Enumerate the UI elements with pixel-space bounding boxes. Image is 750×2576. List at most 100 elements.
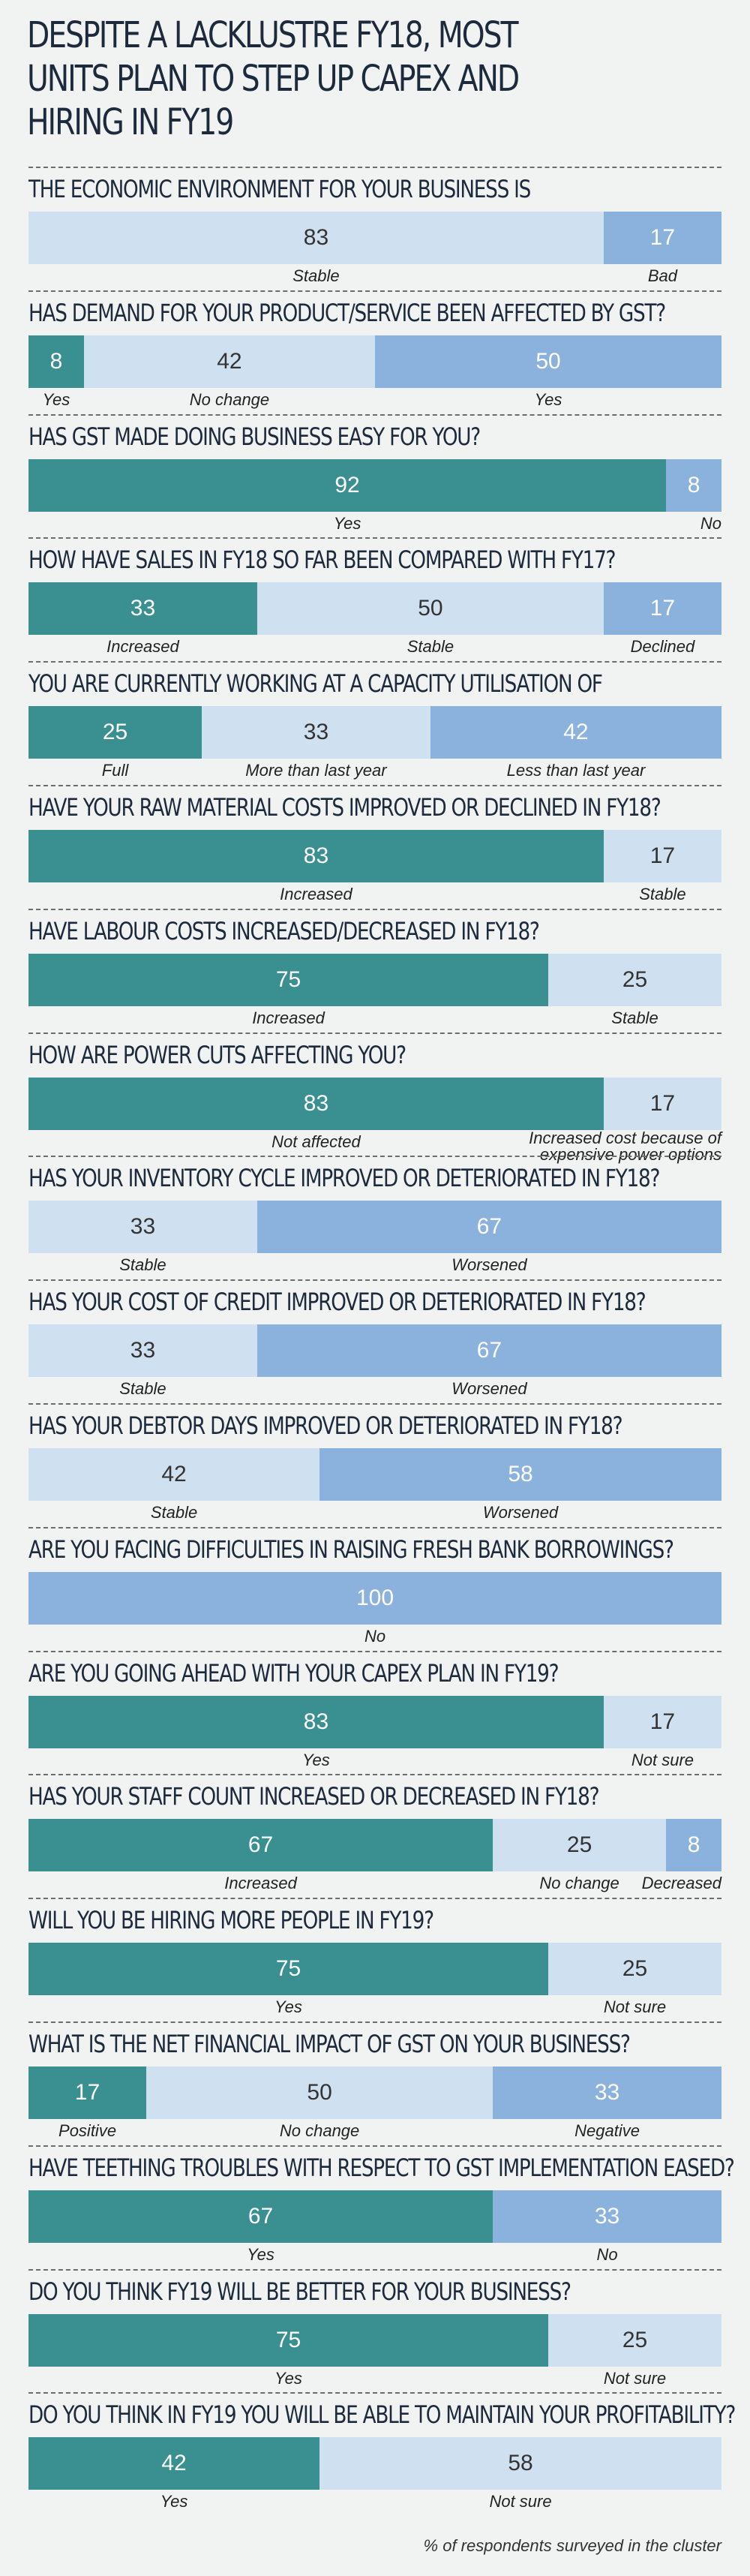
bar-segment: 33 [202,706,430,759]
segment-label: Stable [406,637,454,657]
segment-label: Declined [630,637,695,657]
segment-label: Yes [534,389,562,409]
segment-label: No change [189,389,270,409]
stacked-bar: 83 17 [28,212,722,264]
segment-label: Not affected [272,1132,361,1151]
segment-label: Worsened [452,1255,527,1275]
question-block: HAVE LABOUR COSTS INCREASED/DECREASED IN… [28,908,722,1032]
segment-label: Decreased [641,1874,722,1893]
question-block: HAVE TEETHING TROUBLES WITH RESPECT TO G… [28,2145,735,2268]
stacked-bar: 42 58 [28,1448,722,1501]
stacked-bar: 75 25 [28,2313,722,2367]
question-text: THE ECONOMIC ENVIRONMENT FOR YOUR BUSINE… [28,175,531,203]
bar-segment: 17 [603,582,722,636]
stacked-bar: 83 17 [28,1077,722,1130]
bar-segment: 17 [603,1695,722,1748]
dashed-divider [28,1774,722,1776]
bar-segment: 100 [28,1571,722,1625]
question-text: ARE YOU GOING AHEAD WITH YOUR CAPEX PLAN… [28,1658,560,1688]
stacked-bar: 42 58 [28,2437,722,2490]
question-block: WHAT IS THE NET FINANCIAL IMPACT OF GST … [28,2021,722,2145]
bar-segment: 50 [375,335,722,388]
dashed-divider [28,1403,722,1405]
dashed-divider [28,413,722,416]
bar-segment: 67 [256,1201,722,1254]
question-block: THE ECONOMIC ENVIRONMENT FOR YOUR BUSINE… [28,167,722,290]
dashed-divider [28,2268,722,2271]
chart-title: DESPITE A LACKLUSTRE FY18, MOST UNITS PL… [27,14,520,143]
stacked-bar: 100 [28,1571,722,1625]
segment-label: Increased [280,885,352,903]
stacked-bar: 83 17 [28,1695,722,1748]
bar-segment: 42 [28,1448,320,1501]
bar-segment: 83 [28,212,604,264]
question-block: ARE YOU GOING AHEAD WITH YOUR CAPEX PLAN… [28,1650,722,1774]
segment-label: Not sure [603,1997,667,2017]
dashed-divider [28,2392,722,2394]
segment-label: Not sure [603,2368,667,2388]
dashed-divider [28,1898,722,1900]
bar-segment: 83 [28,1695,604,1748]
segment-label: No [700,513,722,533]
question-text: DO YOU THINK IN FY19 YOU WILL BE ABLE TO… [28,2400,736,2430]
bar-segment: 25 [548,953,722,1006]
bar-segment: 17 [603,212,722,264]
stacked-bar: 25 33 42 [28,706,722,759]
dashed-divider [28,1526,722,1528]
question-text: YOU ARE CURRENTLY WORKING AT A CAPACITY … [28,669,603,699]
bar-segment: 75 [28,2313,548,2367]
question-text: ARE YOU FACING DIFFICULTIES IN RAISING F… [28,1534,674,1564]
question-text: HAVE YOUR RAW MATERIAL COSTS IMPROVED OR… [28,793,662,822]
segment-label: Worsened [482,1503,559,1522]
segment-label: Not sure [489,2492,552,2511]
segment-label: Yes [42,389,70,409]
stacked-bar: 8 42 50 [28,335,722,388]
segment-label: Increased [252,1008,325,1027]
bar-segment: 42 [83,335,375,388]
segment-label: No change [279,2121,360,2140]
bar-segment: 75 [28,953,548,1006]
question-text: HOW ARE POWER CUTS AFFECTING YOU? [28,1040,406,1069]
dashed-divider [28,1279,722,1282]
bar-segment: 83 [28,1077,604,1130]
bar-segment: 33 [28,1324,257,1378]
question-text: HAS YOUR COST OF CREDIT IMPROVED OR DETE… [28,1288,646,1317]
segment-label: Stable [119,1379,166,1399]
segment-label: Increased [106,637,179,657]
segment-label: Stable [150,1503,198,1522]
bar-segment: 25 [493,1819,667,1872]
bar-segment: 25 [548,1943,722,1996]
question-block: YOU ARE CURRENTLY WORKING AT A CAPACITY … [28,661,722,784]
question-text: HAVE TEETHING TROUBLES WITH RESPECT TO G… [28,2153,735,2182]
stacked-bar: 83 17 [28,830,722,882]
segment-label: Yes [274,2368,302,2388]
bar-segment: 67 [28,1819,494,1872]
segment-label: Yes [160,2492,188,2511]
bar-segment: 58 [320,2437,722,2490]
segment-label: Yes [302,1750,330,1769]
dashed-divider [28,290,722,292]
bar-segment: 67 [28,2190,494,2243]
segment-label: Yes [333,513,362,533]
bar-segment: 17 [603,830,722,882]
stacked-bar: 67 33 [28,2190,722,2243]
dashed-divider [28,537,722,540]
bar-segment: 17 [603,1077,722,1130]
question-block: HOW HAVE SALES IN FY18 SO FAR BEEN COMPA… [28,537,722,660]
question-block: HAS YOUR DEBTOR DAYS IMPROVED OR DETERIO… [28,1403,722,1526]
question-text: HAS YOUR INVENTORY CYCLE IMPROVED OR DET… [28,1164,660,1193]
question-text: HAS YOUR DEBTOR DAYS IMPROVED OR DETERIO… [28,1411,623,1440]
question-block: DO YOU THINK IN FY19 YOU WILL BE ABLE TO… [28,2392,736,2515]
bar-segment: 17 [28,2067,147,2119]
segment-label: Stable [119,1255,166,1275]
dashed-divider [28,1156,722,1158]
segment-label: Not sure [631,1750,694,1769]
bar-segment: 58 [320,1448,722,1501]
dashed-divider [28,661,722,663]
question-text: DO YOU THINK FY19 WILL BE BETTER FOR YOU… [28,2277,572,2306]
dashed-divider [28,785,722,786]
question-block: HAS YOUR INVENTORY CYCLE IMPROVED OR DET… [28,1156,722,1279]
segment-label: No change [539,1874,620,1893]
bar-segment: 8 [666,458,722,512]
